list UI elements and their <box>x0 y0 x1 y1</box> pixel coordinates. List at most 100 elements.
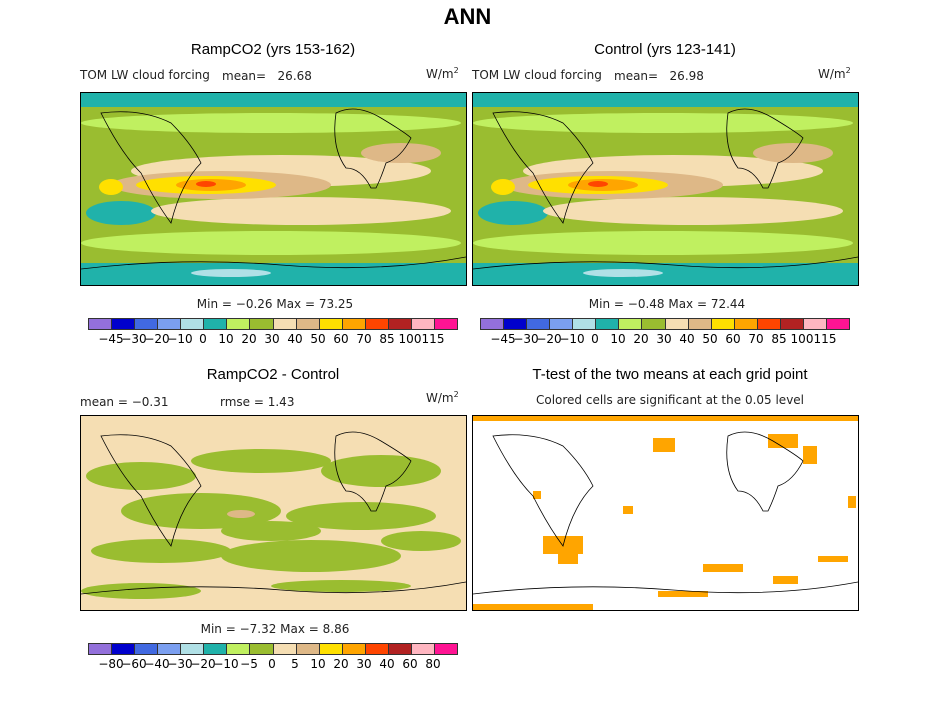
colorbar-tick-label: 115 <box>421 332 445 346</box>
colorbar-tick-label: 40 <box>379 657 395 671</box>
colorbar-swatch <box>550 319 574 329</box>
coastline <box>81 256 466 270</box>
panel3-title: RampCO2 - Control <box>206 366 340 383</box>
coastline <box>334 108 412 189</box>
contour-region <box>473 231 853 255</box>
contour-region <box>81 93 466 107</box>
panel1-variable: TOM LW cloud forcing <box>80 68 210 82</box>
mean-label: mean= <box>614 69 659 83</box>
colorbar-swatch <box>434 319 457 329</box>
panel3-stats: Min = −7.32 Max = 8.86 <box>200 622 350 636</box>
units-sup: 2 <box>845 66 851 75</box>
panel3-colorbar <box>88 643 458 655</box>
colorbar-swatch <box>250 319 274 329</box>
colorbar-swatch <box>112 319 136 329</box>
colorbar-tick-label: 100 <box>398 332 422 346</box>
colorbar-swatch <box>504 319 528 329</box>
contour-region <box>543 197 843 225</box>
colorbar-tick-label: −10 <box>167 332 193 346</box>
colorbar-swatch <box>181 319 205 329</box>
colorbar-swatch <box>642 319 666 329</box>
contour-region <box>473 93 858 107</box>
panel1-map <box>80 92 467 286</box>
colorbar-swatch <box>135 644 159 654</box>
units-sup: 2 <box>453 390 459 399</box>
colorbar-swatch <box>273 644 297 654</box>
colorbar-swatch <box>296 644 320 654</box>
panel2-units: W/m2 <box>818 66 851 81</box>
colorbar-swatch <box>734 319 758 329</box>
colorbar-tick-label: −80 <box>98 657 124 671</box>
colorbar-tick-label: 85 <box>771 332 787 346</box>
mean-label: mean= <box>222 69 267 83</box>
colorbar-swatch <box>227 644 251 654</box>
panel1-stats: Min = −0.26 Max = 73.25 <box>196 297 354 311</box>
colorbar-tick-label: −30 <box>167 657 193 671</box>
colorbar-tick-label: 70 <box>356 332 372 346</box>
contour-region <box>473 113 853 133</box>
colorbar-tick-label: −30 <box>513 332 539 346</box>
colorbar-tick-label: 0 <box>199 332 207 346</box>
colorbar-swatch <box>273 319 297 329</box>
contour-region <box>151 197 451 225</box>
colorbar-swatch <box>826 319 849 329</box>
contour-region <box>191 269 271 277</box>
colorbar-tick-label: −45 <box>98 332 124 346</box>
colorbar-swatch <box>112 644 136 654</box>
colorbar-swatch <box>158 319 182 329</box>
panel1-units: W/m2 <box>426 66 459 81</box>
colorbar-swatch <box>665 319 689 329</box>
colorbar-swatch <box>158 644 182 654</box>
coastline <box>492 111 594 224</box>
colorbar-tick-label: 40 <box>287 332 303 346</box>
colorbar-tick-label: 70 <box>748 332 764 346</box>
panel4-map <box>472 415 859 611</box>
colorbar-swatch <box>596 319 620 329</box>
panel3-colorbar-labels: −80 −60 −40 −30 −20 −10 −5 0 5 10 20 30 40 60 80 <box>88 657 456 671</box>
contour-region <box>196 181 216 187</box>
panel1-title: RampCO2 (yrs 153-162) <box>190 41 356 58</box>
colorbar-tick-label: −30 <box>121 332 147 346</box>
colorbar-tick-label: −10 <box>213 657 239 671</box>
colorbar-swatch <box>757 319 781 329</box>
colorbar-swatch <box>434 644 457 654</box>
colorbar-swatch <box>388 319 412 329</box>
panel1-colorbar <box>88 318 458 330</box>
colorbar-swatch <box>296 319 320 329</box>
figure-title: ANN <box>443 4 492 29</box>
colorbar-tick-label: 100 <box>790 332 814 346</box>
panel2-stats: Min = −0.48 Max = 72.44 <box>588 297 746 311</box>
colorbar-swatch <box>250 644 274 654</box>
cloud-forcing-map <box>473 93 858 285</box>
colorbar-swatch <box>573 319 597 329</box>
colorbar-tick-label: 50 <box>702 332 718 346</box>
contour-region <box>473 263 858 285</box>
colorbar-tick-label: 0 <box>268 657 276 671</box>
colorbar-tick-label: 60 <box>725 332 741 346</box>
panel2-title: Control (yrs 123-141) <box>594 41 736 58</box>
colorbar-tick-label: −45 <box>490 332 516 346</box>
panel2-map <box>472 92 859 286</box>
colorbar-tick-label: 20 <box>633 332 649 346</box>
colorbar-tick-label: 20 <box>241 332 257 346</box>
colorbar-swatch <box>388 644 412 654</box>
colorbar-swatch <box>688 319 712 329</box>
colorbar-swatch <box>411 644 435 654</box>
panel3-mean: mean = −0.31 <box>80 395 169 409</box>
mean-value: 26.68 <box>277 69 312 83</box>
colorbar-tick-label: 30 <box>656 332 672 346</box>
colorbar-swatch <box>181 644 205 654</box>
contour-region <box>86 201 156 225</box>
colorbar-swatch <box>342 319 366 329</box>
panel3-rmse: rmse = 1.43 <box>220 395 295 409</box>
panel3-map <box>80 415 467 611</box>
mean-value: 26.98 <box>669 69 704 83</box>
panel4-subtitle: Colored cells are significant at the 0.0… <box>535 393 805 407</box>
colorbar-tick-label: 10 <box>610 332 626 346</box>
panel2-colorbar <box>480 318 850 330</box>
contour-region <box>478 201 548 225</box>
difference-map <box>81 431 466 599</box>
colorbar-tick-label: −40 <box>144 657 170 671</box>
colorbar-tick-label: 0 <box>591 332 599 346</box>
significance-map <box>473 416 858 610</box>
